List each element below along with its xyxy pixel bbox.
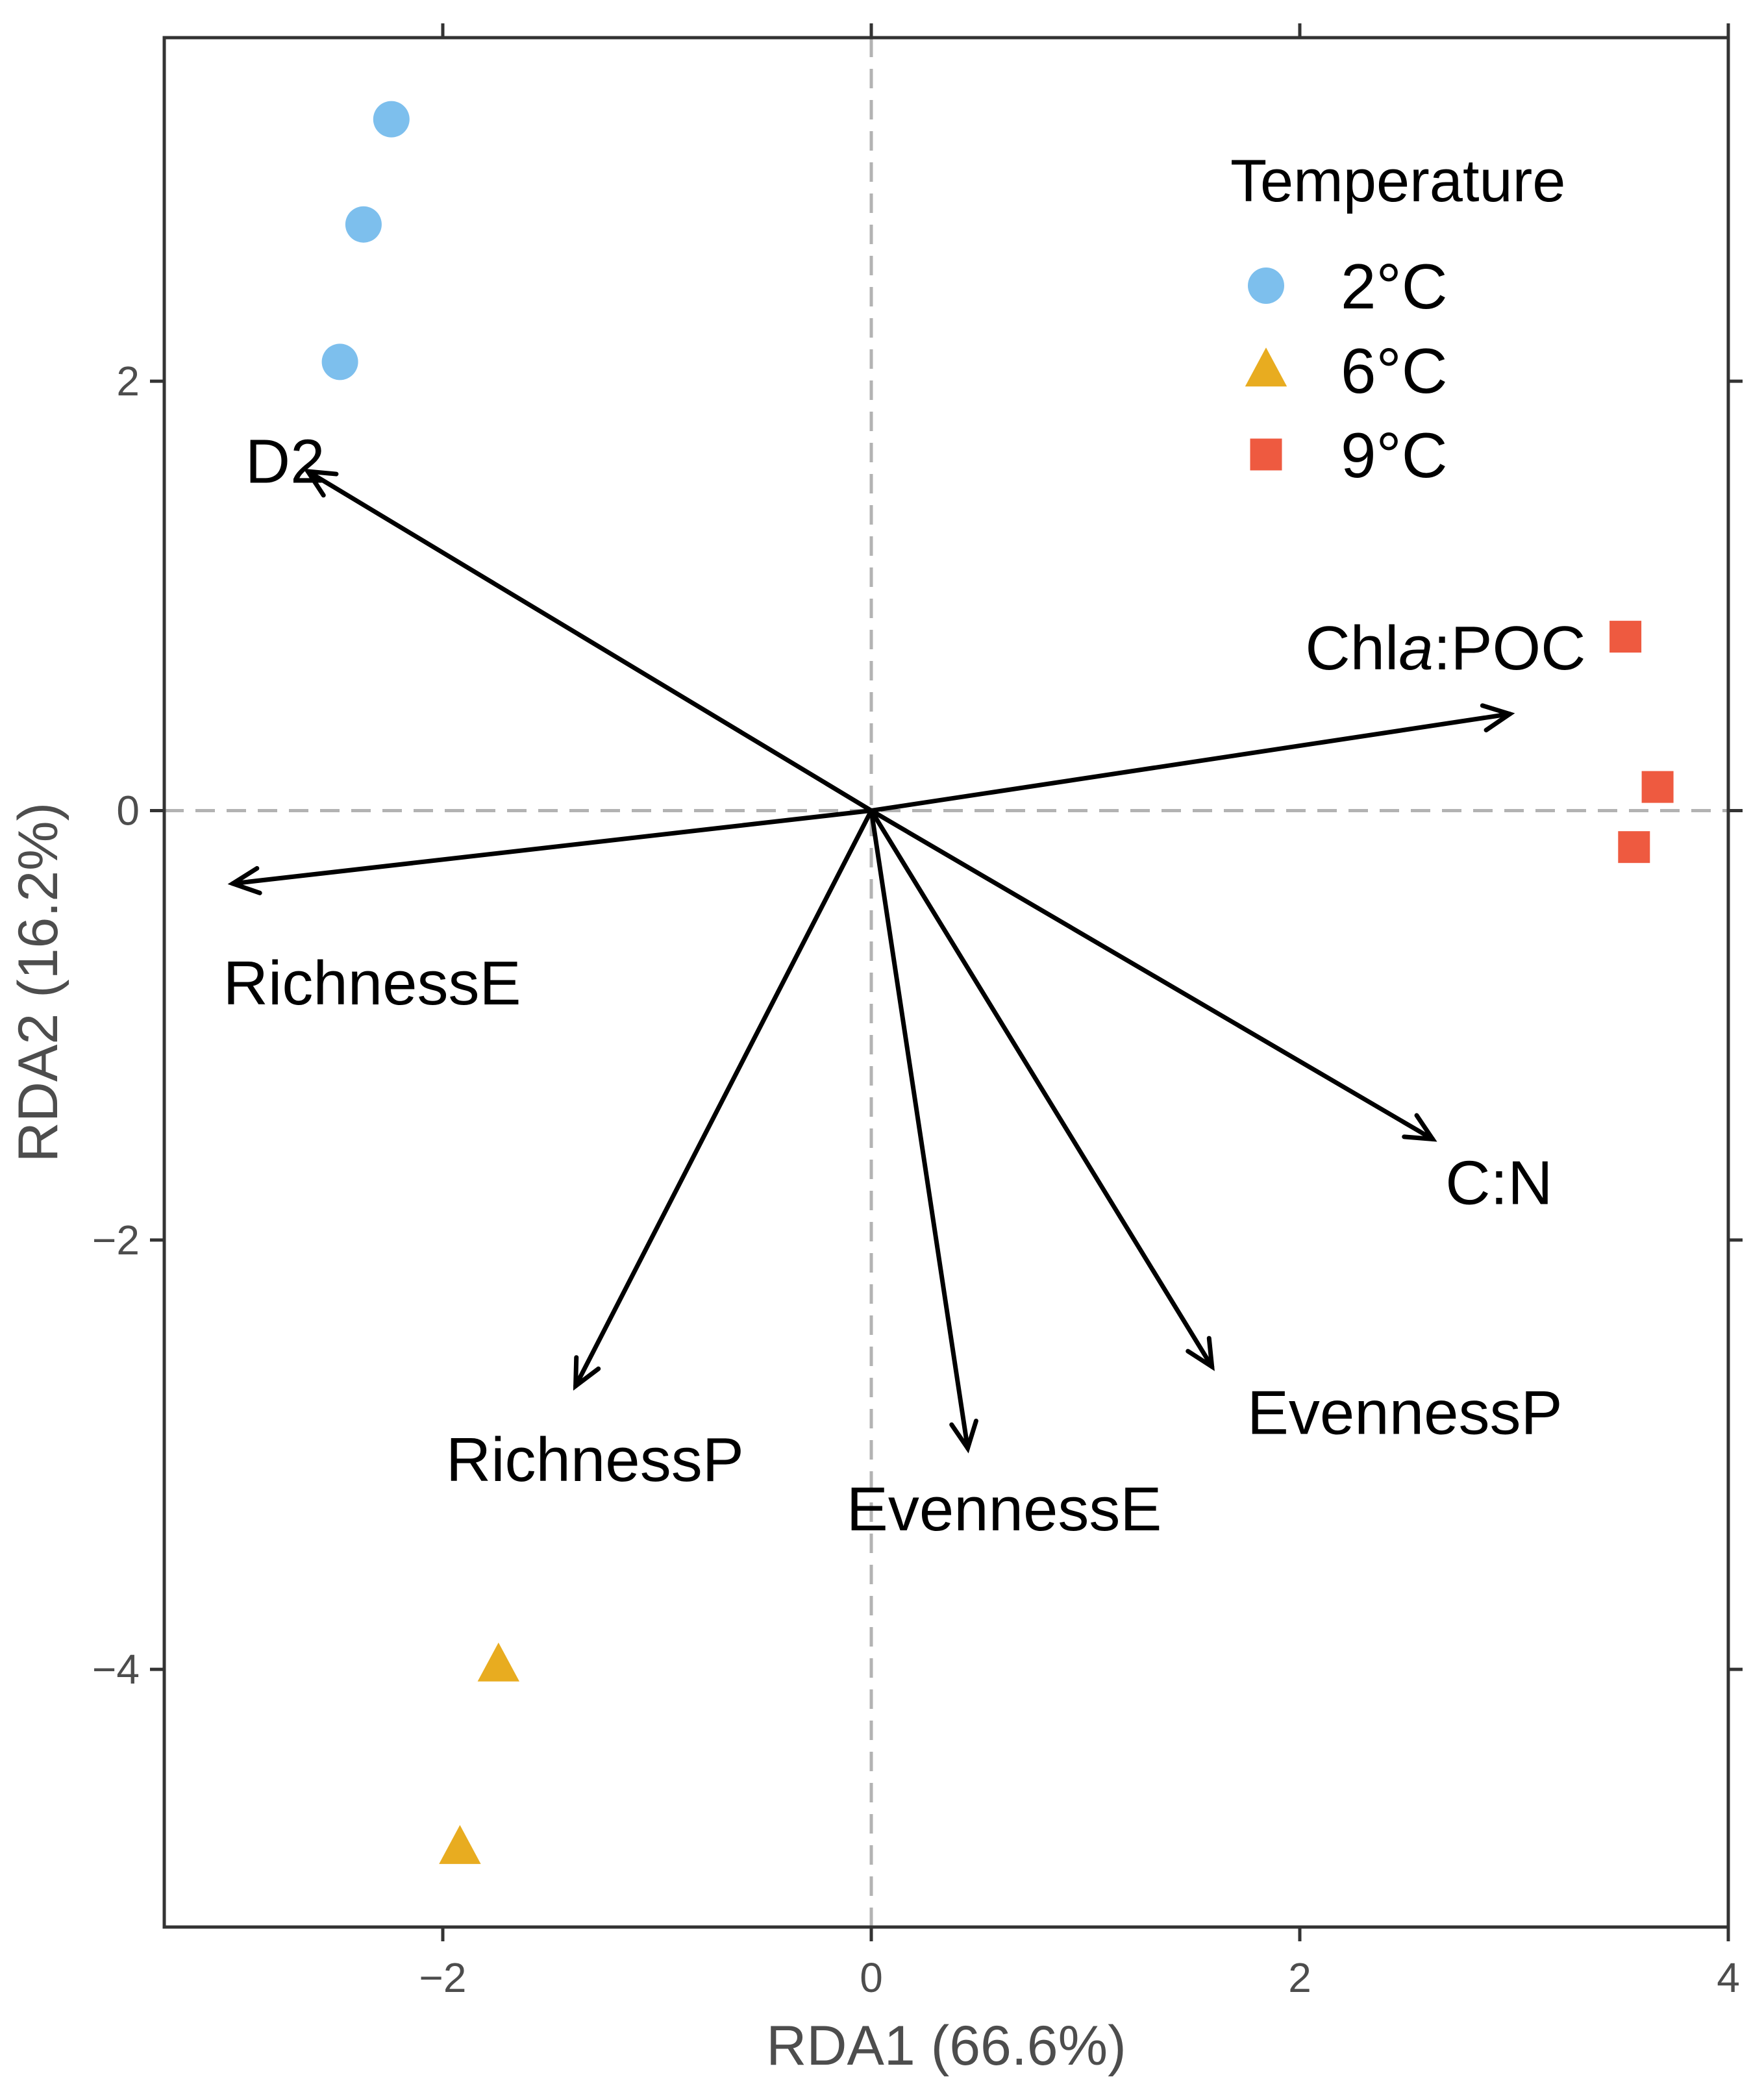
x-tick-label: 2 [1288,1954,1311,2001]
vector-label: C:N [1445,1149,1552,1218]
reference-lines [164,38,1728,1927]
vector-line [869,808,1215,1369]
legend-key-triangle [1245,347,1287,387]
vector-label: EvennessP [1247,1378,1563,1447]
arrowhead [227,865,262,895]
x-tick-label: 4 [1717,1954,1740,2001]
vector-c-n: C:N [869,808,1553,1218]
group-points [321,101,410,380]
y-axis-title: RDA2 (16.2%) [7,802,69,1162]
point-circle [345,206,382,243]
vector-richnesse: RichnessE [223,808,874,1018]
point-circle [321,343,358,380]
legend-label: 6°C [1341,335,1447,406]
vector-label: RichnessP [446,1425,744,1495]
vector-line [305,469,874,813]
vector-line [869,808,970,1451]
point-circle [373,101,410,138]
vector-chla-poc: Chla:POC [869,614,1585,813]
legend-label: 2°C [1341,251,1447,322]
x-axis-title: RDA1 (66.6%) [766,2015,1126,2077]
arrowhead [1186,1336,1215,1371]
x-tick-label: 0 [860,1954,883,2001]
group-points [1609,621,1674,864]
arrowhead [1480,703,1515,732]
vector-label: EvennessE [847,1474,1162,1544]
y-tick-label: 2 [116,358,140,404]
point-triangle [477,1642,519,1682]
vector-line [869,712,1512,813]
y-tick-label: −4 [92,1646,140,1693]
vector-evennessp: EvennessP [869,808,1563,1447]
sample-points [321,101,1674,1864]
y-tick-label: −2 [92,1217,140,1263]
legend-item: 9°C [1250,419,1447,491]
legend-title: Temperature [1230,148,1565,214]
arrowhead [303,468,339,498]
legend-item: 6°C [1245,335,1447,406]
vector-evennesse: EvennessE [847,808,1162,1544]
biplot-vectors: D2 Chla:POC RichnessE C:N EvennessP EvennessE… [223,427,1586,1544]
legend-item: 2°C [1248,251,1447,322]
legend-key-circle [1248,267,1284,304]
x-tick-label: −2 [419,1954,467,2001]
arrowhead [949,1419,978,1454]
vector-line [869,808,1435,1141]
axis-ticks: −2 0 2 4 −4 −2 0 2 [92,23,1743,2001]
vector-d2: D2 [245,427,874,813]
vector-label: RichnessE [223,949,521,1018]
plot-panel-border [162,36,1730,1929]
vector-line [230,808,874,886]
legend-label: 9°C [1341,419,1447,491]
arrowhead [1402,1113,1437,1142]
vector-richnessp: RichnessP [446,808,874,1495]
group-points [439,1642,519,1864]
arrowhead [573,1355,601,1391]
vector-label: Chla:POC [1305,614,1585,683]
y-tick-label: 0 [116,787,140,834]
point-triangle [439,1824,481,1864]
vector-line [573,808,874,1389]
legend-key-square [1250,438,1282,471]
point-square [1618,831,1650,864]
point-square [1609,621,1642,653]
legend: Temperature 2°C 6°C 9°C [1230,148,1565,491]
vector-label: D2 [245,427,325,496]
point-square [1641,771,1674,803]
